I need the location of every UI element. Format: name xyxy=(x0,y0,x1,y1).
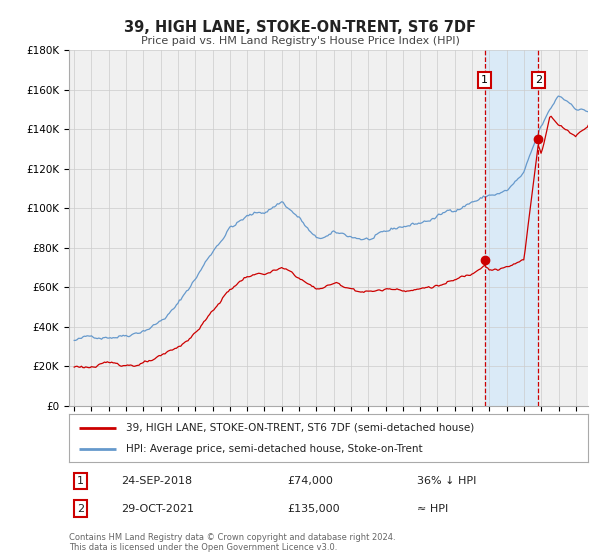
Text: 36% ↓ HPI: 36% ↓ HPI xyxy=(417,476,476,486)
Text: HPI: Average price, semi-detached house, Stoke-on-Trent: HPI: Average price, semi-detached house,… xyxy=(126,444,423,454)
Text: 2: 2 xyxy=(535,75,542,85)
Text: 39, HIGH LANE, STOKE-ON-TRENT, ST6 7DF (semi-detached house): 39, HIGH LANE, STOKE-ON-TRENT, ST6 7DF (… xyxy=(126,423,475,433)
Text: £74,000: £74,000 xyxy=(287,476,333,486)
Text: 39, HIGH LANE, STOKE-ON-TRENT, ST6 7DF: 39, HIGH LANE, STOKE-ON-TRENT, ST6 7DF xyxy=(124,20,476,35)
Text: ≈ HPI: ≈ HPI xyxy=(417,503,448,514)
Text: 24-SEP-2018: 24-SEP-2018 xyxy=(121,476,192,486)
Text: 2: 2 xyxy=(77,503,84,514)
Text: 1: 1 xyxy=(481,75,488,85)
Bar xyxy=(485,50,538,406)
Text: Contains HM Land Registry data © Crown copyright and database right 2024.: Contains HM Land Registry data © Crown c… xyxy=(69,533,395,542)
Text: 1: 1 xyxy=(77,476,84,486)
Text: Price paid vs. HM Land Registry's House Price Index (HPI): Price paid vs. HM Land Registry's House … xyxy=(140,36,460,46)
Text: This data is licensed under the Open Government Licence v3.0.: This data is licensed under the Open Gov… xyxy=(69,543,337,552)
Text: £135,000: £135,000 xyxy=(287,503,340,514)
Text: 29-OCT-2021: 29-OCT-2021 xyxy=(121,503,194,514)
